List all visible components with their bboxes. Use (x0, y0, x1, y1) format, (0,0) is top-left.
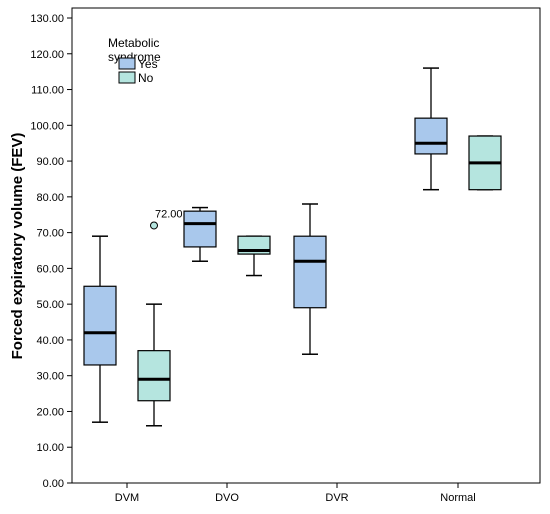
y-tick-label: 30.00 (36, 371, 64, 383)
box-group-yes-normal (414, 67, 448, 191)
y-tick-label: 80.00 (36, 192, 64, 204)
x-tick-label-dvr: DVR (325, 492, 348, 504)
y-tick-label: 70.00 (36, 228, 64, 240)
y-tick-label: 110.00 (31, 85, 64, 97)
x-axis-categories: DVM DVO DVR Normal (115, 483, 476, 504)
outlier-label: 72.00 (155, 208, 183, 220)
box-iqr (83, 285, 117, 366)
legend-label-no: No (138, 71, 154, 85)
legend-swatch-yes (118, 57, 136, 70)
y-tick-label: 10.00 (36, 442, 64, 454)
box-group-yes-dvo (183, 206, 217, 262)
y-tick-label: 120.00 (30, 49, 64, 61)
x-tick-label-dvo: DVO (215, 492, 239, 504)
y-tick-label: 90.00 (36, 156, 64, 168)
outlier-point (150, 221, 158, 230)
y-tick-label: 50.00 (36, 299, 64, 311)
box-iqr (183, 210, 217, 248)
y-tick-label: 100.00 (30, 120, 64, 132)
y-tick-label: 130.00 (30, 13, 64, 25)
y-tick-label: 40.00 (36, 335, 64, 347)
legend: Metabolic syndrome Yes No (108, 36, 161, 85)
box-group-no-normal (468, 135, 502, 191)
legend-title-line-1: Metabolic (108, 36, 159, 50)
y-tick-label: 60.00 (36, 263, 64, 275)
legend-label-yes: Yes (138, 57, 158, 71)
x-tick-label-dvm: DVM (115, 492, 139, 504)
boxes-layer: 72.00 (83, 67, 502, 427)
box-group-yes-dvm (83, 235, 117, 423)
box-iqr (414, 117, 448, 155)
y-tick-label: 0.00 (43, 478, 64, 490)
y-axis-label: Forced expiratory volume (FEV) (9, 133, 26, 360)
x-tick-label-normal: Normal (440, 492, 475, 504)
box-group-no-dvm: 72.00 (137, 208, 183, 427)
y-axis-ticks: 0.00 10.00 20.00 30.00 40.00 50.00 60.00 70.00 8… (30, 13, 72, 490)
box-group-yes-dvr (293, 203, 327, 355)
box-iqr (293, 235, 327, 309)
legend-swatch-no (118, 71, 136, 84)
y-tick-label: 20.00 (36, 406, 64, 418)
box-group-no-dvo (237, 235, 271, 277)
box-iqr (137, 350, 171, 402)
